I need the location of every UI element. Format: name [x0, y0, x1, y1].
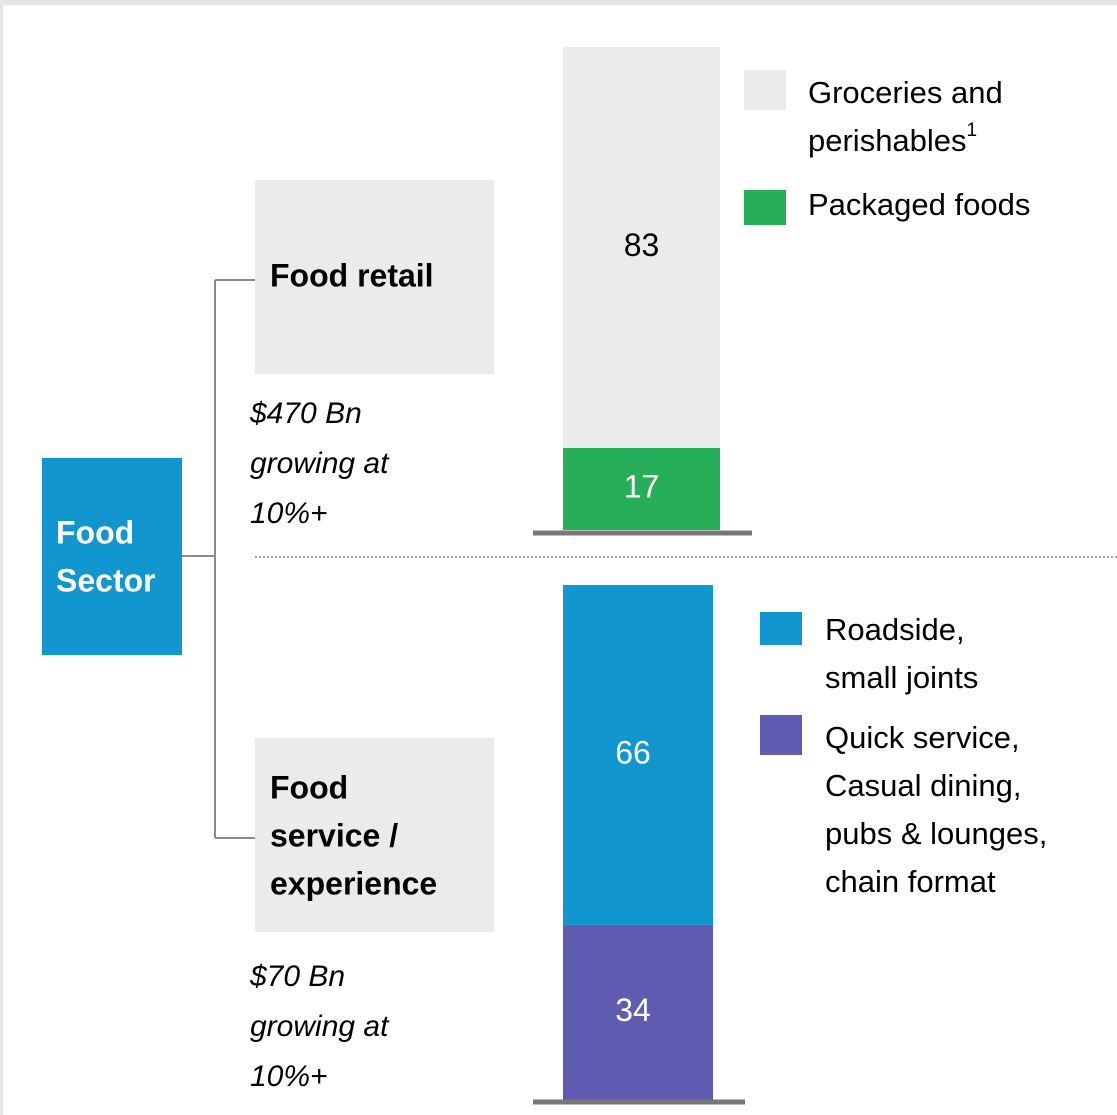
legend-swatch — [760, 612, 802, 645]
legend-swatch — [760, 715, 802, 755]
bar-segment — [563, 585, 713, 925]
legend-label: Quick service, — [825, 720, 1020, 755]
value-label: 17 — [624, 468, 660, 504]
branch-label: service / — [270, 817, 398, 853]
legend-label: Groceries and — [808, 75, 1003, 110]
branch-size: $70 Bn — [249, 960, 345, 993]
branch-box — [255, 738, 494, 932]
branch-size: $470 Bn — [249, 397, 362, 430]
branch-label: Food retail — [270, 257, 434, 293]
legend-label: pubs & lounges, — [825, 816, 1047, 851]
branch-size: 10%+ — [250, 1060, 328, 1093]
legend-label: small joints — [825, 660, 978, 695]
bar-segment — [563, 47, 720, 448]
value-label: 34 — [615, 992, 651, 1028]
footnote: 1 — [967, 120, 978, 141]
root-label: Sector — [56, 562, 156, 598]
legend-label: Roadside, — [825, 612, 965, 647]
branch-label: Food — [270, 769, 348, 805]
bar-segment — [563, 447, 720, 530]
branch-label: experience — [270, 865, 437, 901]
branch-size: 10%+ — [250, 497, 328, 530]
branch-size: growing at — [250, 1010, 390, 1043]
connector — [182, 279, 255, 839]
legend-label: perishables1 — [808, 120, 977, 158]
value-label: 66 — [615, 734, 651, 770]
legend-label: chain format — [825, 864, 996, 899]
top-border — [0, 0, 1117, 5]
legend-label: Packaged foods — [808, 187, 1030, 222]
bar-segment — [563, 924, 713, 1100]
left-border — [0, 0, 3, 1115]
branch-box — [255, 180, 494, 374]
value-label: 83 — [624, 227, 660, 263]
legend-swatch — [744, 70, 786, 110]
root-label: Food — [56, 514, 134, 550]
branch-size: growing at — [250, 447, 390, 480]
root-box — [42, 458, 182, 655]
legend-swatch — [744, 190, 786, 225]
legend-label: Casual dining, — [825, 768, 1021, 803]
